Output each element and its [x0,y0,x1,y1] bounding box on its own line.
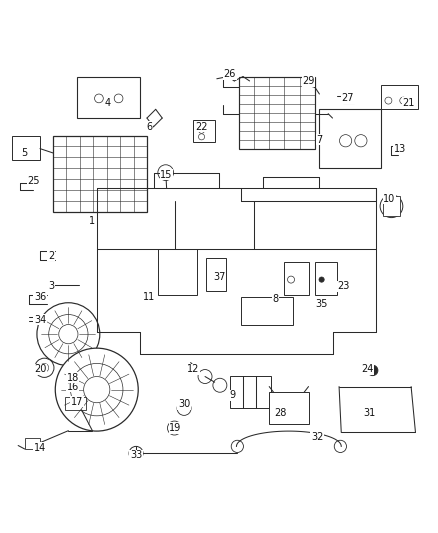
Text: 6: 6 [146,122,152,132]
Text: 3: 3 [48,281,54,291]
Text: 2: 2 [48,251,54,261]
Circle shape [49,314,88,354]
Bar [65,398,86,410]
Bar [53,135,147,212]
Text: 36: 36 [34,292,46,302]
Text: 13: 13 [394,143,406,154]
Bar [241,297,293,326]
Circle shape [198,134,205,140]
Circle shape [198,369,212,384]
Circle shape [129,446,143,461]
Circle shape [37,303,100,366]
Bar [25,438,39,449]
Circle shape [367,365,378,376]
Circle shape [40,364,49,372]
Text: 33: 33 [130,450,142,460]
Text: 29: 29 [302,76,314,86]
Circle shape [319,277,324,282]
Circle shape [158,165,173,181]
Text: 23: 23 [337,281,350,291]
Text: 18: 18 [67,373,79,383]
Text: 16: 16 [67,382,79,392]
Bar [383,196,400,216]
Text: 32: 32 [311,432,323,442]
Circle shape [385,97,392,104]
Circle shape [59,325,78,344]
Text: 8: 8 [273,294,279,304]
Text: 19: 19 [169,423,181,433]
Text: 17: 17 [71,397,83,407]
Text: 30: 30 [178,399,190,409]
Text: 25: 25 [27,176,40,187]
Circle shape [355,135,367,147]
Text: 11: 11 [143,292,155,302]
Bar [239,77,315,149]
Bar [319,109,381,168]
Circle shape [95,94,103,103]
Text: 27: 27 [342,93,354,103]
Text: 1: 1 [89,216,95,225]
Text: 10: 10 [383,194,396,204]
Circle shape [55,348,138,431]
Circle shape [167,421,181,435]
Circle shape [213,378,227,392]
Text: 35: 35 [315,298,328,309]
Bar [381,85,418,109]
Circle shape [380,195,403,217]
Bar [77,77,141,118]
Circle shape [400,97,407,104]
Bar [230,376,272,408]
Text: 28: 28 [274,408,286,418]
Bar [206,258,226,290]
Text: 24: 24 [361,364,374,374]
Text: 12: 12 [187,364,199,374]
Text: 31: 31 [364,408,376,418]
Text: 7: 7 [316,135,322,145]
Circle shape [231,440,244,453]
Bar [193,120,215,142]
Circle shape [84,376,110,403]
Text: 34: 34 [34,315,46,325]
Circle shape [35,358,54,377]
Text: 15: 15 [160,170,173,180]
Text: 26: 26 [224,69,236,79]
Bar [285,262,308,295]
Text: 14: 14 [34,443,46,453]
Bar [158,249,197,295]
Circle shape [71,364,123,416]
Circle shape [334,440,346,453]
Text: 5: 5 [21,148,28,158]
Text: 21: 21 [403,98,415,108]
Text: 22: 22 [195,122,208,132]
Circle shape [339,135,352,147]
Text: 37: 37 [213,272,225,282]
Circle shape [177,401,191,415]
Circle shape [198,127,205,133]
Bar [315,262,337,295]
Bar [269,392,308,424]
Text: 4: 4 [105,98,111,108]
Circle shape [114,94,123,103]
Text: 9: 9 [229,390,235,400]
Circle shape [288,276,294,283]
Bar [12,135,40,159]
Text: 20: 20 [34,364,46,374]
